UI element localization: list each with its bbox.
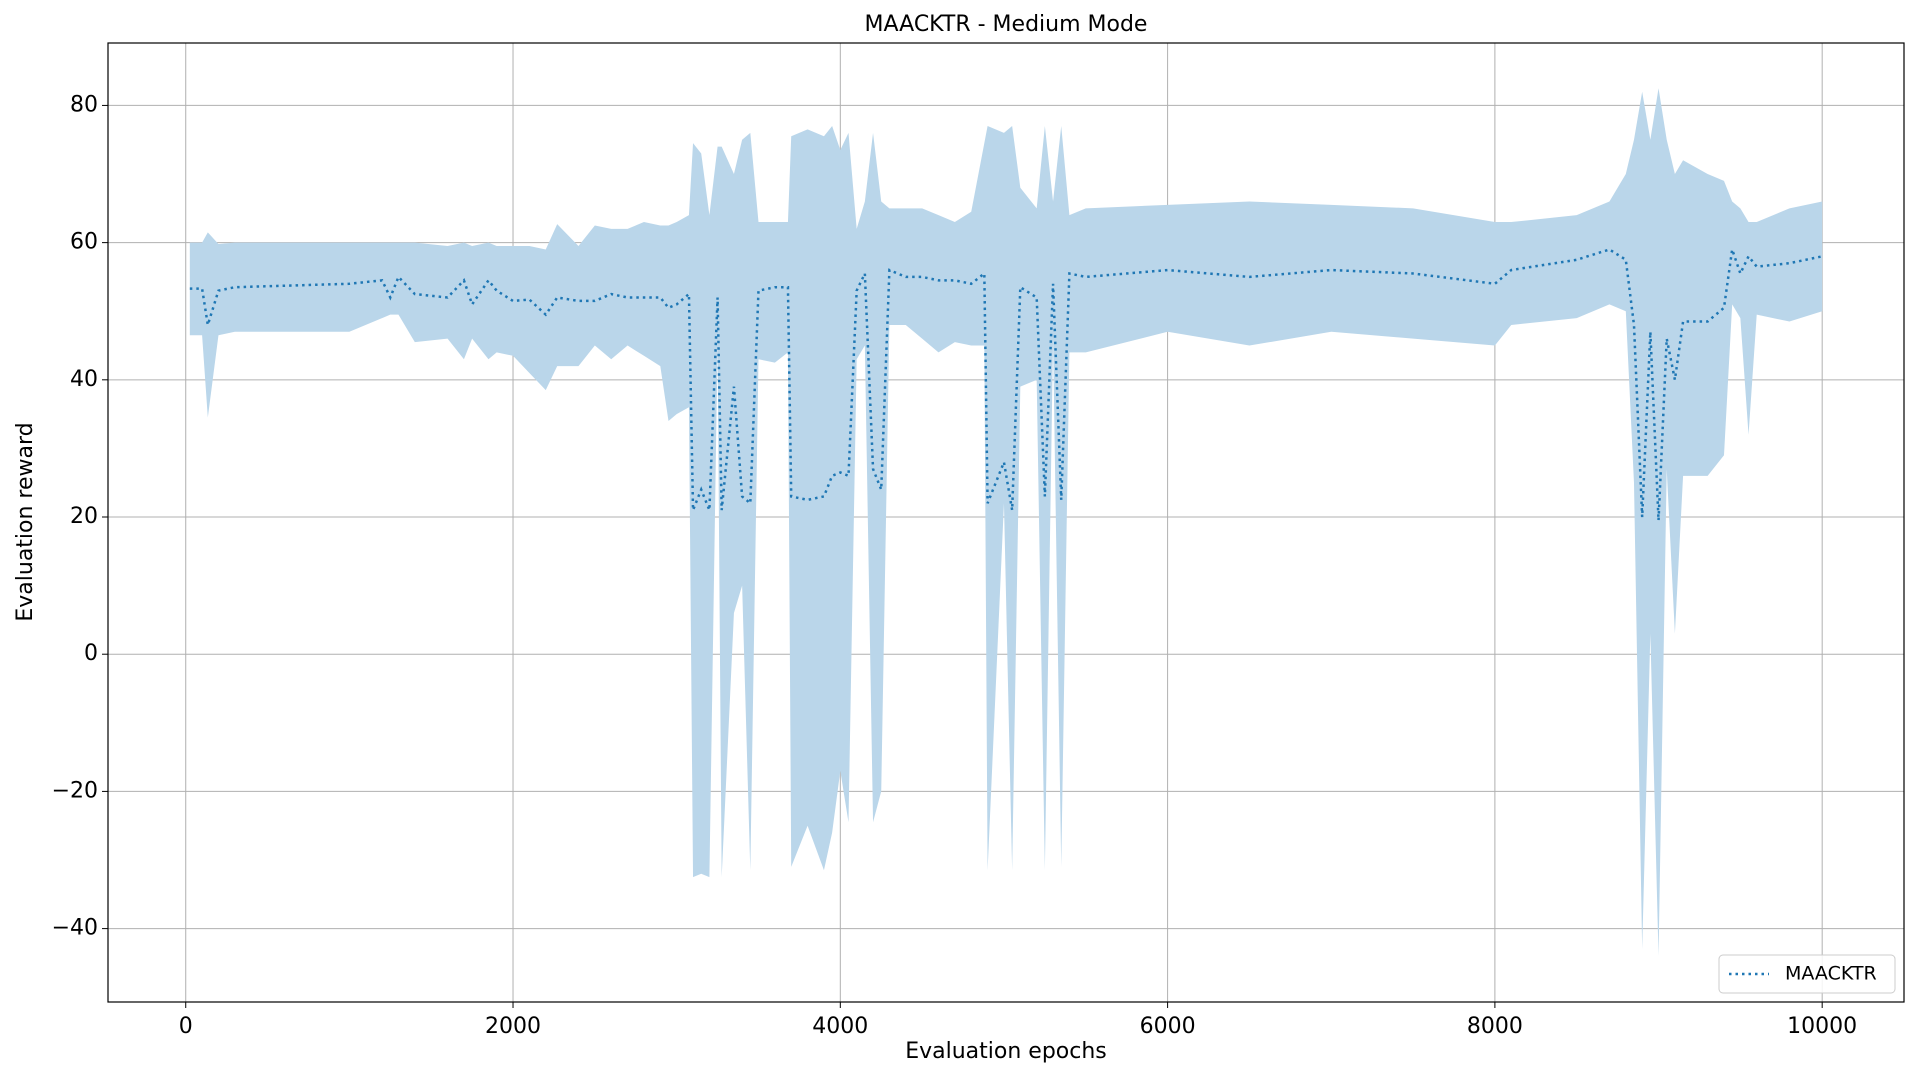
x-tick-label: 6000 bbox=[1140, 1014, 1196, 1039]
y-tick-label: 60 bbox=[70, 230, 98, 255]
chart-title: MAACKTR - Medium Mode bbox=[865, 12, 1148, 37]
mean-line bbox=[189, 248, 1823, 521]
plot-frame bbox=[107, 42, 1905, 1003]
y-tick-label: 80 bbox=[70, 92, 98, 117]
std-band bbox=[189, 88, 1823, 957]
y-tick-label: 0 bbox=[84, 641, 98, 666]
legend-box bbox=[1718, 954, 1896, 994]
y-tick-label: −40 bbox=[52, 916, 98, 941]
y-tick-label: 20 bbox=[70, 504, 98, 529]
y-axis-label: Evaluation reward bbox=[13, 422, 38, 621]
y-tick-label: −20 bbox=[52, 778, 98, 803]
x-tick-label: 2000 bbox=[485, 1014, 541, 1039]
y-tick-label: 40 bbox=[70, 367, 98, 392]
x-tick-label: 4000 bbox=[812, 1014, 868, 1039]
x-tick-label: 8000 bbox=[1467, 1014, 1523, 1039]
x-tick-label: 0 bbox=[179, 1014, 193, 1039]
x-axis-label: Evaluation epochs bbox=[905, 1039, 1107, 1064]
legend-label: MAACKTR bbox=[1785, 963, 1877, 985]
x-tick-label: 10000 bbox=[1787, 1014, 1857, 1039]
